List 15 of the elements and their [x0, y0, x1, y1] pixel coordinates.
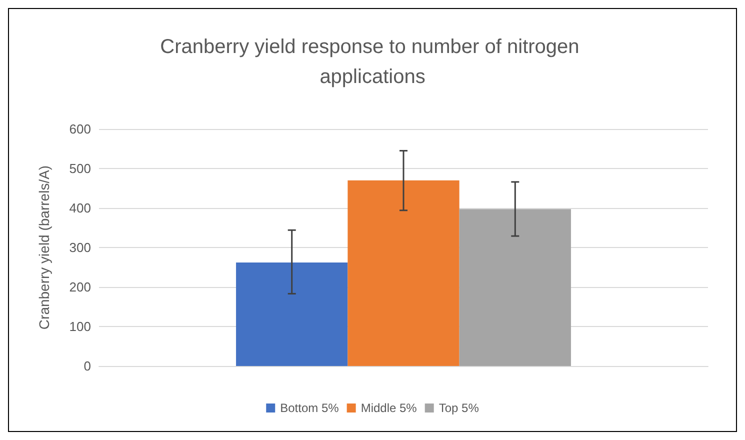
y-tick-label: 0	[84, 358, 91, 374]
y-tick-label: 500	[69, 161, 91, 176]
y-axis-title: Cranberry yield (barrels/A)	[36, 165, 52, 330]
legend-label: Top 5%	[438, 401, 480, 415]
y-tick-label: 600	[69, 122, 91, 136]
bar	[236, 262, 348, 366]
bar	[348, 180, 460, 366]
chart-title: Cranberry yield response to number of nitrogen applications	[160, 36, 585, 88]
y-tick-label: 200	[69, 280, 91, 294]
y-tick-label: 100	[69, 319, 91, 334]
y-tick-label: 300	[69, 240, 91, 255]
y-tick-label: 400	[69, 200, 91, 216]
legend-label: Middle 5%	[360, 401, 418, 415]
bar	[459, 209, 571, 366]
legend-label: Bottom 5%	[280, 401, 340, 415]
